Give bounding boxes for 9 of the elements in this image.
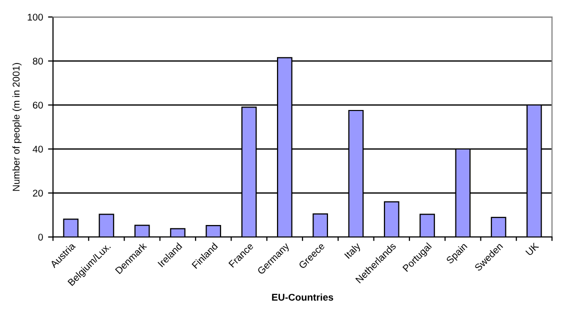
y-tick-label: 20 (32, 190, 43, 197)
y-tick-label: 0 (38, 234, 43, 241)
y-axis-title: Number of people (m in 2001) (12, 63, 22, 191)
x-tick-label: UK (525, 242, 540, 256)
y-tick-label: 60 (32, 102, 43, 109)
y-tick-label: 40 (32, 146, 43, 153)
x-axis-title: EU-Countries (272, 294, 334, 301)
y-tick-label: 100 (28, 14, 43, 21)
y-tick-label: 80 (32, 58, 43, 65)
